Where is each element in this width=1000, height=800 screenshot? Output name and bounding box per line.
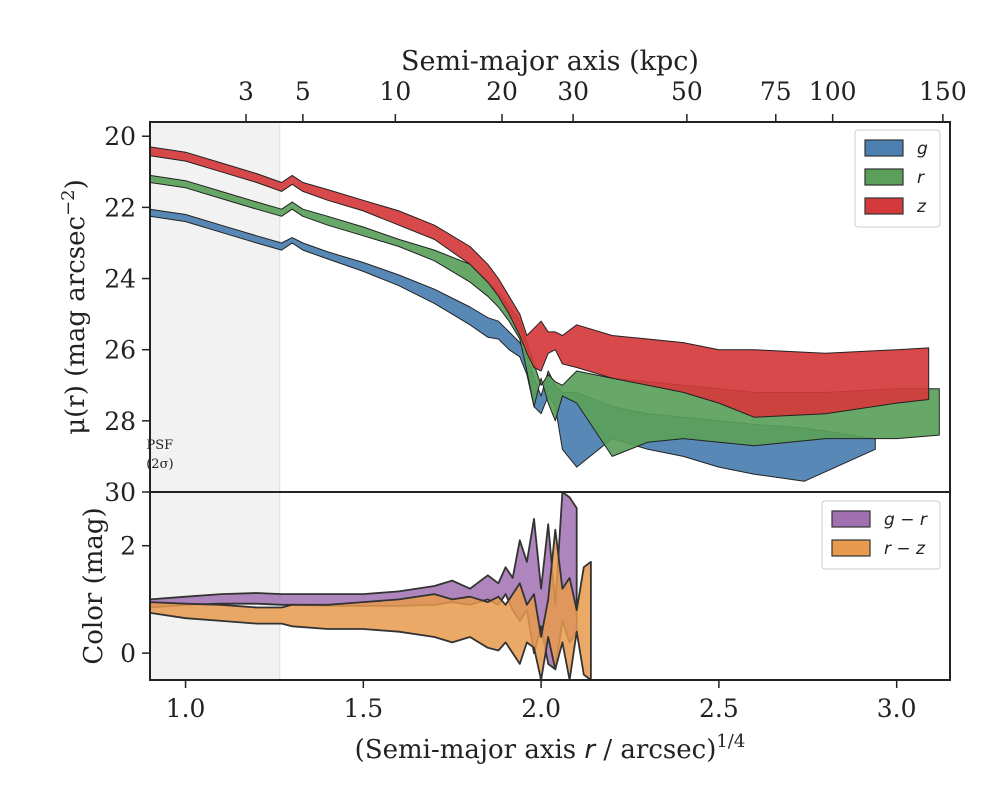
legend-label: z — [916, 197, 927, 217]
kpc-tick-label: 10 — [379, 77, 411, 106]
top-kpc-axis-ticks: 3 5 10 20 30 50 75 100 150 — [238, 77, 967, 122]
top-y-axis-label: μ(r) (mag arcsec−2) — [58, 179, 91, 435]
legend-label: g — [917, 139, 928, 159]
x-tick-label: 2.0 — [521, 694, 561, 723]
kpc-tick-label: 5 — [295, 77, 311, 106]
legend-label: r − z — [884, 539, 926, 559]
bottom-panel-frame — [149, 491, 951, 681]
kpc-tick-label: 50 — [671, 77, 703, 106]
top-y-axis-ticks: 20 22 24 26 28 30 — [104, 122, 150, 507]
x-axis-label: (Semi-major axis r / arcsec)1/4 — [355, 731, 746, 765]
psf-label: PSF — [147, 438, 174, 453]
series-band-r — [150, 174, 940, 457]
bottom-legend: g − r r − z — [821, 500, 941, 570]
series-band-rz — [150, 528, 592, 680]
top-legend: grz — [854, 129, 941, 228]
y-tick-label: 22 — [104, 193, 136, 222]
x-tick-label: 1.5 — [343, 694, 383, 723]
kpc-tick-label: 150 — [919, 77, 967, 106]
y-tick-label: 30 — [104, 478, 136, 507]
bottom-y-axis-label: Color (mag) — [79, 507, 109, 664]
legend-swatch — [864, 139, 904, 157]
bottom-y-axis-ticks: 02 — [120, 532, 150, 668]
color-series — [150, 492, 592, 680]
top-y-axis-label-text: μ(r) (mag arcsec−2) — [58, 179, 91, 435]
y-tick-label: 26 — [104, 336, 136, 365]
surface-brightness-panel: 20 22 24 26 28 30 3 5 10 20 30 50 75 100 150 Semi-maj… — [58, 46, 967, 507]
bottom-x-axis-ticks: 1.0 1.5 2.0 2.5 3.0 — [166, 680, 917, 723]
kpc-tick-label: 20 — [486, 77, 518, 106]
y-tick-label: 28 — [104, 407, 136, 436]
kpc-tick-label: 75 — [760, 77, 792, 106]
y-tick-label: 20 — [104, 122, 136, 151]
legend-swatch — [864, 168, 904, 186]
kpc-tick-label: 3 — [238, 77, 254, 106]
legend-swatch — [831, 510, 871, 528]
legend-label: g − r — [884, 510, 928, 530]
series-band-z — [150, 146, 930, 418]
x-tick-label: 3.0 — [877, 694, 917, 723]
kpc-tick-label: 30 — [557, 77, 589, 106]
color-panel: 02 1.0 1.5 2.0 2.5 3.0 Color (mag) (Semi-maj… — [79, 491, 951, 765]
legend-swatch — [864, 197, 904, 215]
kpc-tick-label: 100 — [809, 77, 857, 106]
x-tick-label: 1.0 — [166, 694, 206, 723]
y-tick-label: 24 — [104, 265, 136, 294]
surface-brightness-series — [150, 146, 940, 482]
series-band-g — [150, 208, 876, 482]
top-axis-title: Semi-major axis (kpc) — [401, 46, 699, 77]
x-tick-label: 2.5 — [699, 694, 739, 723]
y-tick-label: 2 — [120, 532, 136, 561]
x-axis-label-text: (Semi-major axis r / arcsec)1/4 — [355, 731, 746, 765]
legend-label: r — [917, 168, 925, 188]
legend-swatch — [831, 539, 871, 557]
psf-shaded-region — [150, 492, 280, 680]
y-tick-label: 0 — [120, 639, 136, 668]
psf-label-sigma: (2σ) — [146, 457, 173, 472]
